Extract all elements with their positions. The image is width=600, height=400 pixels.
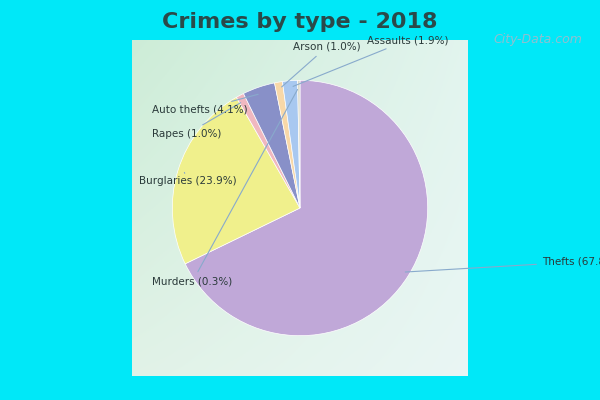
Text: City-Data.com: City-Data.com	[493, 33, 582, 46]
Wedge shape	[244, 83, 300, 208]
Wedge shape	[298, 80, 300, 208]
Text: Arson (1.0%): Arson (1.0%)	[281, 42, 361, 87]
Wedge shape	[283, 80, 300, 208]
Text: Burglaries (23.9%): Burglaries (23.9%)	[139, 172, 236, 186]
Text: Auto thefts (4.1%): Auto thefts (4.1%)	[152, 94, 258, 115]
Wedge shape	[172, 97, 300, 264]
Text: Assaults (1.9%): Assaults (1.9%)	[293, 35, 449, 86]
Text: Murders (0.3%): Murders (0.3%)	[152, 90, 298, 287]
Text: Rapes (1.0%): Rapes (1.0%)	[152, 103, 241, 139]
Wedge shape	[275, 82, 300, 208]
Wedge shape	[236, 94, 300, 208]
Text: Thefts (67.8%): Thefts (67.8%)	[406, 257, 600, 272]
Text: Crimes by type - 2018: Crimes by type - 2018	[162, 12, 438, 32]
Wedge shape	[185, 80, 428, 336]
